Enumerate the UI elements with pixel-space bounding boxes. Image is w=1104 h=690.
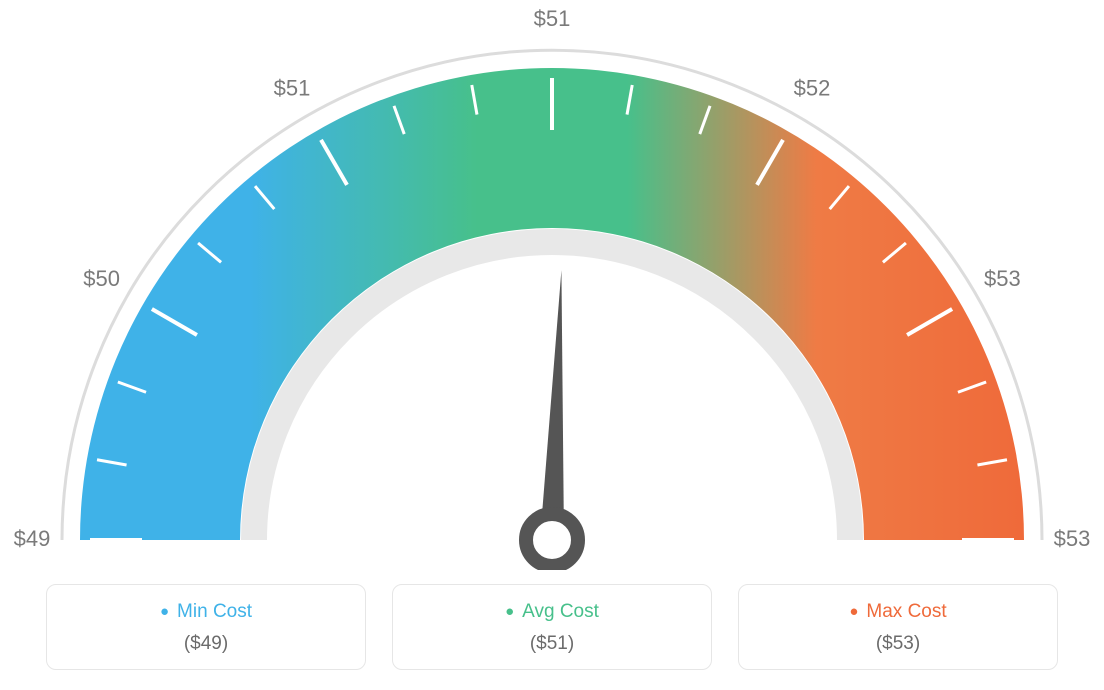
gauge-tick-label: $51 <box>534 6 571 31</box>
gauge-tick-label: $53 <box>984 266 1021 291</box>
legend-title-avg: Avg Cost <box>403 601 701 623</box>
legend-title-min: Min Cost <box>57 601 355 623</box>
gauge-svg: $49 $50 $51 $51 $52 $53 $53 <box>0 0 1104 570</box>
legend-title-max: Max Cost <box>749 601 1047 623</box>
legend-value-avg: ($51) <box>403 633 701 655</box>
cost-gauge-container: $49 $50 $51 $51 $52 $53 $53 Min Cost ($49) Avg… <box>0 0 1104 690</box>
gauge-area: $49 $50 $51 $51 $52 $53 $53 <box>0 0 1104 570</box>
legend-card-avg: Avg Cost ($51) <box>392 584 712 670</box>
gauge-tick-label: $53 <box>1054 526 1091 551</box>
gauge-tick-label: $51 <box>274 75 311 100</box>
legend-value-max: ($53) <box>749 633 1047 655</box>
legend-card-max: Max Cost ($53) <box>738 584 1058 670</box>
gauge-needle <box>540 270 564 540</box>
legend-card-min: Min Cost ($49) <box>46 584 366 670</box>
gauge-tick-label: $50 <box>83 266 120 291</box>
gauge-tick-label: $52 <box>794 75 831 100</box>
legend-value-min: ($49) <box>57 633 355 655</box>
gauge-tick-label: $49 <box>14 526 51 551</box>
legend-row: Min Cost ($49) Avg Cost ($51) Max Cost (… <box>0 584 1104 670</box>
